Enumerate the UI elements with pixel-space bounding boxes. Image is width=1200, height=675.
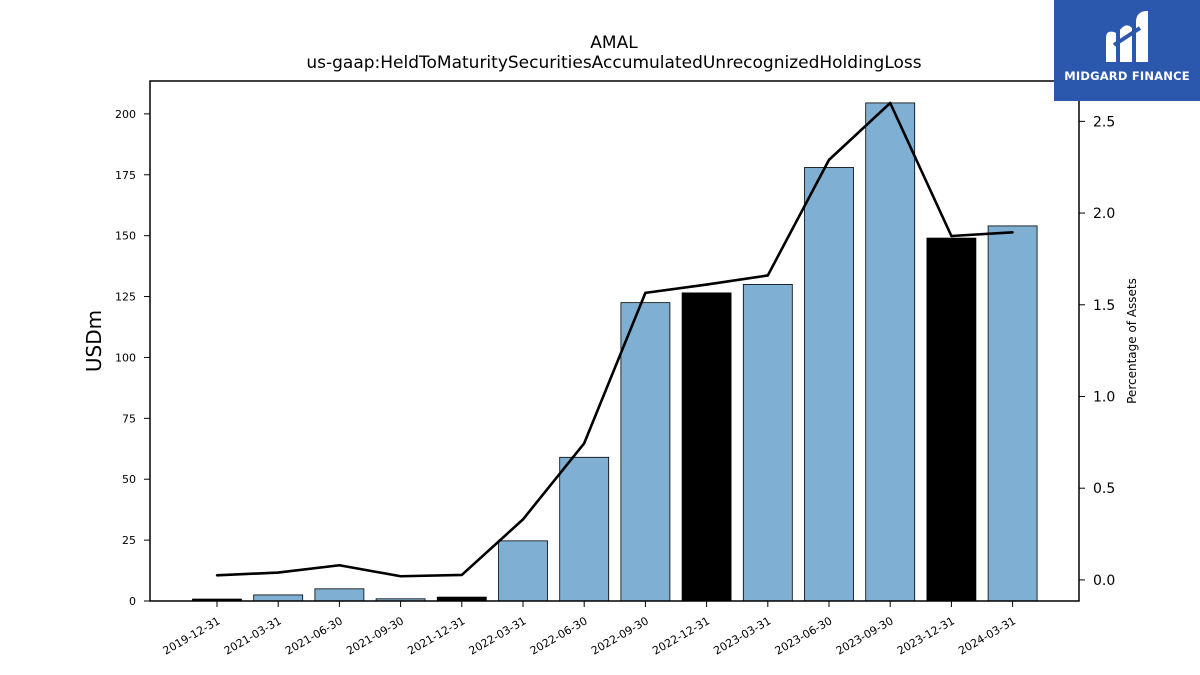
- logo-text: MIDGARD FINANCE: [1064, 69, 1190, 83]
- x-tick-label: 2022-06-30: [528, 614, 590, 657]
- y-tick-label: 75: [122, 412, 136, 425]
- y-tick-label: 0: [129, 595, 136, 608]
- bar-2023-09-30: [865, 102, 916, 602]
- bar-2023-03-31: [742, 283, 793, 602]
- y-right-tick-label: 0.5: [1093, 481, 1115, 497]
- plot-frame: [149, 80, 1080, 602]
- line-point-2022-12-31: [705, 283, 708, 286]
- x-tick-label: 2023-12-31: [895, 614, 957, 657]
- percentage-line: [216, 101, 1013, 578]
- left-axis: 0 25 50 75 100 125 150 175 200: [115, 108, 150, 608]
- line-point-2022-09-30: [644, 291, 647, 295]
- y-right-tick-label: 1.0: [1093, 389, 1115, 405]
- y-tick-label: 50: [122, 473, 136, 486]
- x-tick-label: 2021-03-31: [222, 614, 284, 657]
- x-tick-label: 2023-06-30: [773, 614, 835, 657]
- bar-2024-03-31: [987, 225, 1038, 602]
- logo-mark-icon: [1106, 11, 1148, 62]
- x-tick-label: 2019-12-31: [161, 614, 223, 657]
- x-tick-label: 2021-12-31: [405, 614, 467, 657]
- x-tick-label: 2023-03-31: [711, 614, 773, 657]
- y-tick-label: 175: [115, 169, 136, 182]
- line-point-2022-03-31: [521, 518, 525, 521]
- x-tick-label: 2024-03-31: [956, 614, 1018, 657]
- line-point-2019-12-31: [215, 574, 219, 577]
- bar-2022-12-31: [681, 292, 732, 602]
- bar-2022-03-31: [498, 540, 548, 602]
- y-tick-label: 25: [122, 534, 136, 547]
- y-tick-label: 100: [115, 351, 136, 364]
- x-tick-label: 2022-09-30: [589, 614, 651, 657]
- bar-2023-06-30: [804, 167, 854, 602]
- y-tick-label: 200: [115, 108, 136, 121]
- line-point-2023-06-30: [827, 158, 831, 162]
- line-point-2021-03-31: [277, 571, 280, 574]
- bar-2021-03-31: [253, 594, 304, 602]
- y-axis-label: USDm: [82, 310, 106, 372]
- right-axis: 0.0 0.5 1.0 1.5 2.0 2.5: [1079, 114, 1115, 589]
- x-tick-label: 2021-06-30: [283, 614, 345, 657]
- x-tick-label: 2022-12-31: [650, 614, 712, 657]
- x-tick-label: 2022-03-31: [467, 614, 529, 657]
- chart-subtitle: us-gaap:HeldToMaturitySecuritiesAccumula…: [306, 53, 921, 73]
- x-axis: 2019-12-31 2021-03-31 2021-06-30 2021-09-30…: [161, 601, 1018, 658]
- y-right-tick-label: 1.5: [1093, 298, 1115, 314]
- chart-title: AMAL: [590, 33, 638, 53]
- line-point-2024-03-31: [1011, 231, 1014, 234]
- y-right-tick-label: 2.5: [1093, 114, 1115, 130]
- x-tick-label: 2023-09-30: [834, 614, 896, 657]
- line-point-2023-03-31: [766, 274, 769, 277]
- y-right-tick-label: 0.0: [1093, 573, 1115, 589]
- x-tick-label: 2021-09-30: [344, 614, 406, 657]
- line-point-2023-12-31: [950, 234, 953, 238]
- line-point-2021-06-30: [338, 564, 341, 567]
- y-right-tick-label: 2.0: [1093, 206, 1115, 222]
- line-point-2022-06-30: [583, 442, 586, 445]
- midgard-finance-logo: MIDGARD FINANCE: [1054, 0, 1200, 101]
- line-point-2021-09-30: [399, 575, 402, 578]
- bar-group: [192, 102, 1038, 602]
- line-group: [215, 101, 1014, 578]
- y-tick-label: 125: [115, 291, 136, 304]
- bar-2022-06-30: [559, 456, 610, 602]
- bar-2022-09-30: [620, 302, 671, 602]
- y-tick-label: 150: [115, 230, 136, 243]
- y-axis-label-right: Percentage of Assets: [1125, 278, 1139, 404]
- bar-2021-06-30: [314, 588, 365, 602]
- line-point-2023-09-30: [889, 101, 892, 105]
- line-point-2021-12-31: [460, 573, 463, 577]
- bar-2023-12-31: [926, 237, 977, 602]
